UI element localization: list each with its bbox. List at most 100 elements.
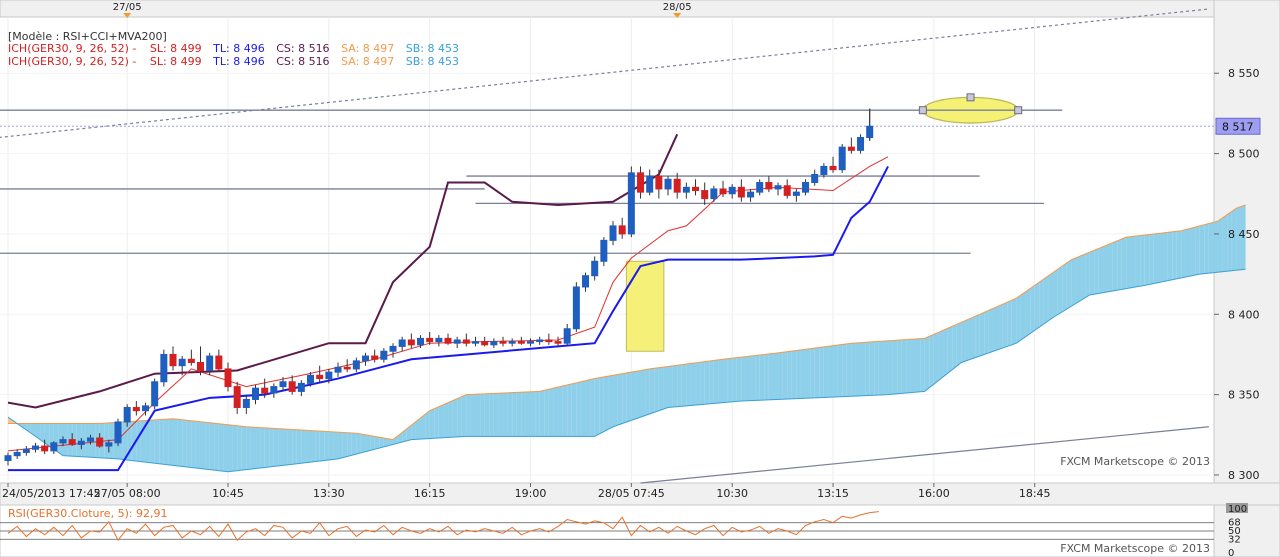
candle-body	[96, 437, 104, 447]
cloud-segment	[622, 372, 627, 424]
candle-body	[554, 341, 562, 344]
cloud-segment	[420, 414, 426, 440]
cloud-segment	[305, 430, 311, 463]
cloud-segment	[883, 340, 889, 395]
candle-body	[472, 341, 480, 344]
candle-body	[77, 440, 85, 445]
candle-body	[701, 190, 709, 200]
cloud-segment	[1039, 278, 1044, 328]
candle	[765, 176, 773, 193]
cloud-segment	[1121, 237, 1127, 290]
candle-body	[637, 172, 645, 193]
candle	[59, 436, 67, 447]
candle-body	[32, 445, 40, 450]
kijun-sen-line	[8, 165, 889, 472]
candle-body	[655, 175, 663, 190]
ich-tl: TL: 8 496	[212, 42, 265, 55]
candle	[352, 357, 360, 373]
cloud-segment	[182, 419, 187, 467]
ellipse-handle[interactable]	[1014, 106, 1023, 115]
highlight-box[interactable]	[625, 260, 665, 352]
candle	[710, 185, 718, 202]
trend-line[interactable]	[640, 426, 1209, 484]
candle-body	[600, 239, 608, 262]
cloud-segment	[315, 430, 320, 462]
cloud-segment	[415, 417, 421, 440]
ich-sa: SA: 8 497	[341, 55, 394, 68]
cloud-segment	[723, 358, 728, 403]
y-tick-label: 8 550	[1228, 67, 1260, 80]
cloud-segment	[860, 342, 866, 396]
cloud-segment	[489, 393, 494, 437]
candle	[325, 368, 333, 384]
cloud-segment	[787, 351, 792, 400]
cloud-segment	[1007, 300, 1012, 347]
candle-body	[142, 405, 150, 412]
ellipse-handle[interactable]	[966, 93, 975, 102]
candle-body	[774, 185, 782, 190]
cloud-segment	[626, 372, 632, 422]
candle-body	[857, 137, 865, 151]
ich-sb: SB: 8 453	[406, 55, 459, 68]
cloud-segment	[558, 386, 563, 437]
cloud-segment	[929, 334, 934, 388]
cloud-segment	[709, 360, 714, 404]
ellipse-handle[interactable]	[918, 106, 927, 115]
cloud-segment	[791, 350, 797, 399]
cloud-segment	[814, 347, 820, 398]
cloud-segment	[617, 373, 623, 426]
candle-body	[41, 445, 49, 452]
cloud-segment	[833, 345, 838, 398]
cloud-segment	[76, 423, 82, 457]
cloud-segment	[1163, 232, 1168, 282]
dotted-trend-line[interactable]	[0, 8, 1209, 138]
cloud-segment	[365, 434, 371, 452]
candle	[719, 180, 727, 197]
candle-body	[197, 361, 205, 372]
cloud-segment	[535, 391, 540, 437]
cloud-segment	[186, 420, 192, 468]
cloud-segment	[159, 419, 164, 465]
candle-body	[783, 185, 791, 196]
cloud-segment	[1048, 272, 1054, 321]
cloud-segment	[915, 338, 921, 393]
cloud-segment	[434, 406, 439, 439]
cloud-segment	[645, 368, 650, 416]
cloud-segment	[961, 320, 966, 363]
cloud-segment	[1011, 298, 1017, 345]
ich-cs: CS: 8 516	[276, 42, 329, 55]
cloud-segment	[232, 425, 238, 472]
y-tick-label: 8 500	[1228, 148, 1260, 161]
highlight-annotations[interactable]	[625, 260, 665, 352]
cloud-segment	[200, 421, 206, 470]
cloud-segment	[246, 426, 251, 470]
candle-body	[151, 381, 159, 407]
rsi-tick-label: 32	[1228, 534, 1241, 545]
cloud-segment	[658, 367, 664, 411]
cloud-segment	[81, 423, 86, 458]
grid	[0, 17, 1214, 483]
ellipse-annotation[interactable]	[866, 93, 1023, 141]
cloud-segment	[594, 377, 600, 437]
cloud-segment	[530, 391, 536, 437]
candle	[435, 335, 443, 347]
candle-body	[673, 178, 681, 193]
candle	[792, 188, 800, 202]
cloud-segment	[727, 358, 733, 403]
cloud-segment	[1236, 206, 1241, 271]
candle	[545, 333, 553, 345]
cloud-segment	[26, 423, 31, 434]
cloud-segment	[480, 393, 485, 437]
candle-body	[545, 339, 553, 343]
cloud-segment	[466, 394, 471, 437]
candle-body	[811, 173, 819, 184]
candle	[554, 336, 562, 347]
candle-body	[527, 341, 535, 344]
x-tick-label: 10:30	[716, 487, 748, 500]
candle-body	[499, 341, 507, 344]
candle-body	[563, 328, 571, 344]
cloud-segment	[888, 340, 893, 395]
cloud-segment	[800, 349, 806, 399]
cloud-segment	[768, 353, 774, 400]
